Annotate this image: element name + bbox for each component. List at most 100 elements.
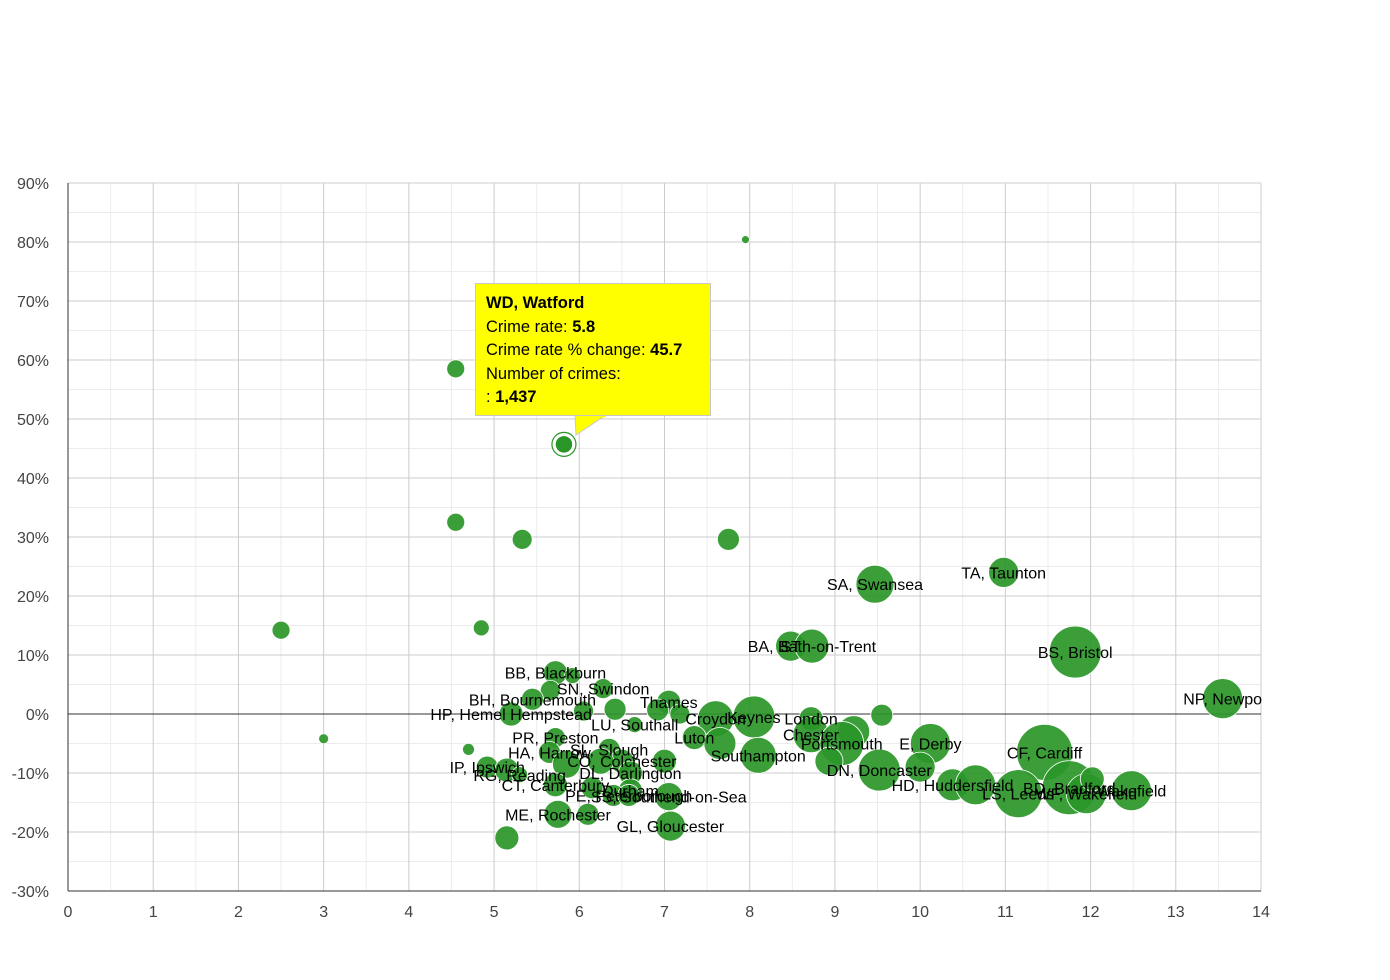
bubble — [446, 512, 466, 532]
x-tick-label: 4 — [404, 904, 413, 921]
x-tick-label: 0 — [64, 904, 73, 921]
x-tick-label: 1 — [149, 904, 158, 921]
x-tick-label: 6 — [575, 904, 584, 921]
bubble — [539, 680, 561, 701]
bubble-label: TA, Taunton — [961, 565, 1046, 582]
tooltip: WD, Watford Crime rate: 5.8 Crime rate %… — [475, 283, 711, 416]
x-tick-label: 9 — [830, 904, 839, 921]
bubble — [494, 825, 520, 851]
tooltip-pointer — [574, 415, 607, 436]
bubble — [669, 703, 691, 725]
y-tick-label: -20% — [12, 825, 49, 842]
bubble-label: NP, Newpo — [1183, 692, 1262, 709]
tooltip-change-label: Crime rate % change: — [486, 341, 646, 359]
x-tick-label: 14 — [1252, 904, 1270, 921]
bubble — [646, 698, 670, 722]
x-tick-label: 10 — [911, 904, 929, 921]
bubble-label: HP, Hemel Hempstead — [430, 707, 592, 724]
bubble — [472, 619, 490, 637]
y-tick-label: -10% — [12, 766, 49, 783]
bubble — [904, 751, 936, 783]
tooltip-rate-label: Crime rate: — [486, 317, 568, 336]
bubble-label: HD, Huddersfield — [892, 778, 1014, 795]
bubble-label: BA, Bath-on-Trent — [748, 639, 877, 656]
bubble — [1079, 766, 1105, 792]
bubble — [271, 620, 291, 640]
bubble — [498, 701, 524, 727]
bubble — [655, 810, 686, 842]
x-tick-label: 12 — [1082, 904, 1100, 921]
bubble-label: LS, Leeds — [982, 787, 1054, 804]
bubble — [552, 749, 581, 779]
bubble — [462, 743, 475, 756]
bubble — [1111, 770, 1152, 812]
bubble-label: Wakefield — [1097, 784, 1167, 801]
bubble-label: DL, Darlington — [579, 766, 681, 783]
tooltip-change-value: 45.7 — [650, 341, 683, 359]
bubble-label: Keynes — [727, 710, 780, 727]
x-tick-label: 8 — [745, 904, 754, 921]
bubble — [855, 564, 895, 604]
x-tick-label: 3 — [319, 904, 328, 921]
bubble-label: SL, Slough — [570, 742, 648, 759]
bubble-label: Durham — [602, 784, 659, 801]
y-tick-label: 30% — [17, 530, 49, 547]
bubble-label: LU, Southall — [591, 718, 678, 735]
bubble-label: ME, Rochester — [505, 807, 611, 824]
bubble — [543, 772, 568, 798]
bubble-label: ST — [780, 639, 801, 656]
bubble — [857, 748, 901, 792]
bubble — [814, 746, 844, 776]
bubble-label: SA, Swansea — [827, 577, 923, 594]
y-tick-label: 40% — [17, 471, 49, 488]
bubble-label: Croydon — [685, 712, 745, 729]
tooltip-crimes-label: Number of crimes: — [486, 364, 621, 383]
bubble-label: PR, Preston — [512, 731, 598, 748]
bubble-label: Chester — [783, 728, 840, 745]
bubble-label: Portsmouth — [801, 737, 883, 754]
highlight-bubble — [554, 434, 574, 455]
bubble-label: RG, Reading — [473, 768, 566, 785]
bubble-label: CF, Cardiff — [1007, 745, 1083, 762]
bubble-label: BH, Bournemouth — [469, 692, 596, 709]
highlight-ring — [551, 431, 577, 457]
x-tick-label: 2 — [234, 904, 243, 921]
bubble — [543, 799, 573, 829]
y-tick-label: 60% — [17, 353, 49, 370]
highlight-layer — [551, 431, 577, 457]
tooltip-title: WD, Watford — [486, 294, 585, 312]
bubble-label: WF, Wakefield — [1035, 787, 1137, 804]
bubble-label: BS, Bristol — [1038, 645, 1113, 662]
y-tick-label: 50% — [17, 412, 49, 429]
tooltip-crimes-prefix: : — [486, 388, 491, 406]
axes — [67, 183, 1261, 892]
bubble-label: GL, Gloucester — [617, 819, 725, 836]
y-tick-label: 80% — [17, 235, 49, 252]
bubble — [603, 697, 627, 721]
x-tick-label: 13 — [1167, 904, 1185, 921]
bubble — [993, 769, 1043, 819]
bubble — [318, 733, 330, 745]
bubble-label: London — [784, 712, 837, 729]
bubble-label: CO, Colchester — [567, 754, 677, 771]
bubble — [1048, 625, 1102, 679]
bubble — [511, 766, 529, 784]
bubble-label: BD, Bradford — [1023, 781, 1115, 798]
bubble — [511, 528, 533, 550]
bubble — [741, 235, 750, 245]
bubble — [870, 703, 894, 727]
bubble — [626, 716, 644, 734]
bubble — [1202, 678, 1244, 720]
bubble-label: Thames — [640, 695, 698, 712]
y-axis-tick-labels: 90% 80% 70% 60% 50% 40% 30% 20% 10% 0% -10% -20% -30… — [12, 176, 49, 901]
bubble — [654, 782, 684, 811]
bubble-label: CT, Canterbury — [502, 778, 610, 795]
y-tick-label: 20% — [17, 589, 49, 606]
y-tick-label: -30% — [12, 884, 49, 901]
x-tick-label: 7 — [660, 904, 669, 921]
bubble — [652, 748, 677, 774]
x-tick-label: 5 — [490, 904, 499, 921]
bubble-label: Luton — [674, 731, 714, 748]
bubble-label: DN, Doncaster — [827, 763, 933, 780]
